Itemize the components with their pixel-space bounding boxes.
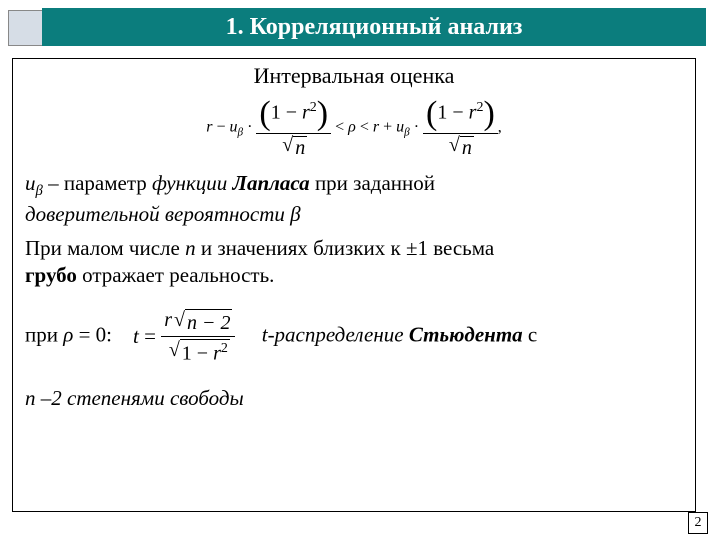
p3-student: Стьюдента [409, 323, 523, 347]
f1-r1: r [302, 102, 310, 124]
p2-bold: грубо [25, 263, 77, 287]
f1-lp2: ( [426, 95, 437, 132]
p3-eq: = 0: [73, 323, 112, 347]
p1-func: функции [152, 171, 233, 195]
p3-eq2: = [139, 324, 161, 348]
f1-rho: ρ [348, 119, 356, 136]
f1-rp1: ) [317, 95, 328, 132]
f1-rp2: ) [483, 95, 494, 132]
f1-frac2: (1 − r2) n [423, 95, 498, 160]
p3-r2: r [213, 343, 221, 365]
subtitle: Интервальная оценка [25, 63, 683, 89]
t-frac: rn − 2 1 − r2 [161, 307, 235, 367]
p1-dash: – параметр [43, 171, 152, 195]
f1-1m2: 1 − [437, 102, 468, 124]
p1-rest: при заданной [310, 171, 435, 195]
p3-1m: 1 − [182, 343, 213, 365]
p2-n: n [185, 236, 196, 260]
f1-dot1: · [243, 119, 256, 136]
f1-n1: n [293, 136, 307, 160]
f1-u2: u [396, 119, 404, 136]
p4-rest: –2 степенями свободы [36, 386, 244, 410]
content-frame: Интервальная оценка r − uβ · (1 − r2) n … [12, 58, 696, 512]
f1-sqrt2: n [447, 134, 474, 160]
f1-comma: , [498, 119, 502, 136]
p1-u: u [25, 171, 36, 195]
p1-usub: β [36, 183, 43, 199]
p3-rho: ρ [63, 323, 73, 347]
p3-sq: 2 [221, 341, 228, 356]
f1-lp1: ( [259, 95, 270, 132]
f1-plus: + [379, 119, 396, 136]
f1-sq1: 2 [310, 100, 317, 115]
f1-1m1: 1 − [271, 102, 302, 124]
p2-b: и значениях близких к ±1 весьма [196, 236, 495, 260]
f1-dot2: · [410, 119, 423, 136]
p2-c: отражает реальность. [77, 263, 275, 287]
p3-sqrt-top: n − 2 [172, 307, 232, 336]
f1-lt1: < [335, 119, 348, 136]
interval-formula: r − uβ · (1 − r2) n < ρ < r + uβ · (1 − … [25, 95, 683, 160]
p3-sqrt-bot: 1 − r2 [167, 337, 230, 367]
f1-sqrt1: n [280, 134, 307, 160]
f1-frac1: (1 − r2) n [256, 95, 331, 160]
slide-title: 1. Корреляционный анализ [42, 8, 706, 46]
p2-a: При малом числе [25, 236, 185, 260]
t-formula-line: при ρ = 0: t = rn − 2 1 − r2 t-распредел… [25, 307, 683, 367]
f1-n2: n [460, 136, 474, 160]
p3-nminus2: n − 2 [185, 309, 233, 336]
small-n-note: При малом числе n и значениях близких к … [25, 235, 683, 290]
p4-n: n [25, 386, 36, 410]
f1-minus: − [212, 119, 229, 136]
f1-lt2: < [356, 119, 373, 136]
page-number: 2 [688, 512, 708, 534]
p3-tdist: t-распределение [262, 323, 409, 347]
degrees-of-freedom: n –2 степенями свободы [25, 385, 683, 412]
corner-decoration [8, 10, 44, 46]
p1-conf: доверительной вероятности β [25, 202, 301, 226]
slide-title-text: 1. Корреляционный анализ [226, 14, 523, 41]
p3-with: с [523, 323, 538, 347]
p3-r: r [164, 309, 172, 331]
p3-pre: при [25, 323, 63, 347]
param-description: uβ – параметр функции Лапласа при заданн… [25, 170, 683, 229]
p1-laplace: Лапласа [233, 171, 310, 195]
